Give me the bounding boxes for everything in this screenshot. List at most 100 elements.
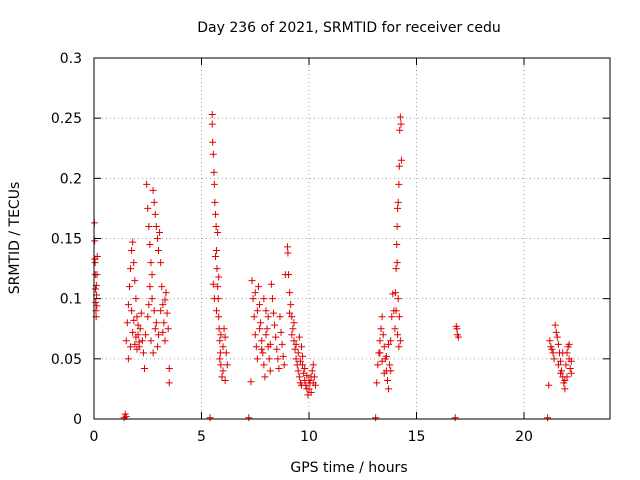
data-point: [289, 325, 297, 333]
data-point: [147, 337, 155, 345]
data-point: [247, 378, 255, 386]
data-point: [567, 357, 575, 365]
y-tick-label: 0.2: [60, 171, 82, 187]
data-point: [292, 355, 300, 363]
data-point: [155, 247, 162, 255]
data-point: [206, 414, 214, 422]
data-point: [392, 265, 400, 273]
data-point: [308, 367, 316, 375]
data-point: [221, 333, 229, 341]
data-point: [301, 364, 309, 372]
data-point: [161, 337, 169, 345]
x-tick-label: 15: [408, 429, 426, 445]
data-point: [133, 313, 141, 321]
data-point: [251, 289, 259, 297]
data-point: [284, 243, 291, 251]
data-point: [559, 349, 567, 357]
data-point: [286, 309, 294, 317]
data-point: [386, 361, 394, 369]
data-point: [295, 333, 303, 341]
data-point: [218, 373, 226, 381]
data-point: [287, 301, 295, 309]
data-point: [391, 289, 399, 297]
x-axis-label: GPS time / hours: [290, 460, 407, 476]
data-point: [212, 222, 220, 230]
data-point: [156, 228, 164, 236]
data-point: [288, 313, 296, 321]
data-point: [210, 168, 218, 176]
data-points: [90, 111, 575, 422]
data-point: [454, 333, 462, 341]
data-point: [302, 381, 310, 389]
data-point: [252, 343, 260, 351]
data-point: [394, 198, 402, 206]
data-point: [388, 313, 396, 321]
data-point: [395, 313, 403, 321]
data-point: [219, 367, 227, 375]
data-point: [273, 345, 281, 353]
data-point: [209, 138, 217, 146]
data-point: [396, 113, 404, 121]
data-point: [387, 367, 395, 375]
data-point: [453, 325, 461, 333]
data-point: [138, 337, 146, 345]
data-point: [264, 313, 272, 321]
data-point: [275, 364, 283, 372]
data-point: [297, 343, 305, 351]
data-point: [290, 319, 298, 327]
data-point: [566, 364, 574, 372]
data-point: [141, 364, 149, 372]
data-point: [288, 331, 296, 339]
data-point: [131, 277, 139, 285]
data-point: [208, 120, 216, 128]
data-point: [270, 309, 278, 317]
data-point: [266, 340, 274, 348]
data-point: [373, 379, 381, 387]
data-point: [394, 331, 402, 339]
data-point: [546, 337, 554, 345]
data-point: [380, 369, 388, 377]
data-point: [213, 265, 221, 273]
data-point: [379, 331, 387, 339]
data-point: [127, 265, 135, 273]
data-point: [263, 325, 271, 333]
data-point: [548, 345, 556, 353]
data-point: [266, 367, 274, 375]
data-point: [163, 309, 171, 317]
data-point: [125, 283, 133, 291]
data-point: [553, 333, 561, 341]
data-point: [378, 313, 386, 321]
data-point: [305, 376, 313, 384]
y-axis-label: SRMTID / TECUs: [7, 182, 23, 295]
data-point: [309, 361, 317, 369]
data-point: [567, 369, 575, 377]
data-point: [257, 319, 265, 327]
data-point: [131, 340, 139, 348]
axis-ticks: 0 5 10 15 20 0 0.05 0.1 0.15 0.2 0.25 0.3: [51, 51, 610, 445]
data-point: [265, 355, 273, 363]
data-point: [382, 352, 390, 360]
data-point: [393, 241, 401, 249]
data-point: [377, 325, 385, 333]
data-point: [451, 414, 459, 422]
data-point: [285, 271, 293, 279]
y-tick-label: 0.25: [51, 111, 82, 127]
data-point: [310, 373, 318, 381]
data-point: [132, 333, 140, 341]
data-point: [291, 345, 299, 353]
data-point: [258, 345, 266, 353]
data-point: [305, 385, 313, 393]
data-point: [217, 361, 225, 369]
data-point: [250, 313, 258, 321]
data-point: [387, 337, 395, 345]
data-point: [549, 349, 557, 357]
data-point: [211, 210, 219, 218]
data-point: [290, 337, 298, 345]
data-point: [554, 361, 562, 369]
data-point: [296, 357, 304, 365]
data-point: [152, 319, 160, 327]
data-point: [148, 295, 156, 303]
x-tick-label: 5: [197, 429, 206, 445]
data-point: [550, 355, 558, 363]
